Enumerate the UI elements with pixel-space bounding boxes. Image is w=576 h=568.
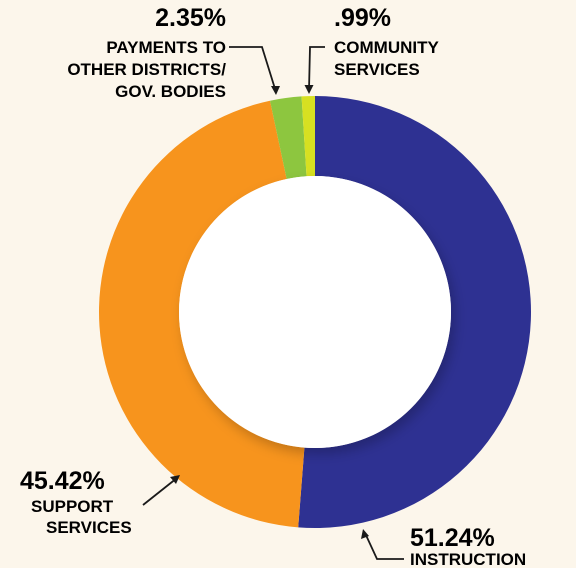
donut-hole: [179, 176, 451, 448]
leader-line-instruction: [365, 533, 404, 559]
community-percent: .99%: [334, 4, 391, 32]
payments-label-line-1: PAYMENTS TO: [106, 38, 226, 57]
leader-arrow-community: [305, 85, 314, 94]
community-label-line-2: SERVICES: [334, 60, 420, 79]
support-label-line-2: SERVICES: [46, 518, 132, 537]
support-percent: 45.42%: [20, 467, 105, 495]
payments-label-line-3: GOV. BODIES: [115, 82, 226, 101]
leader-line-community: [309, 47, 325, 90]
instruction-label: INSTRUCTION: [410, 550, 526, 568]
community-label-line-1: COMMUNITY: [334, 38, 439, 57]
leader-arrow-payments: [271, 86, 280, 95]
payments-percent: 2.35%: [155, 4, 226, 32]
payments-label-line-2: OTHER DISTRICTS/: [67, 60, 226, 79]
leader-line-support: [143, 478, 177, 505]
instruction-percent: 51.24%: [410, 524, 495, 552]
support-label-line-1: SUPPORT: [31, 497, 114, 516]
leader-line-payments: [229, 47, 276, 92]
